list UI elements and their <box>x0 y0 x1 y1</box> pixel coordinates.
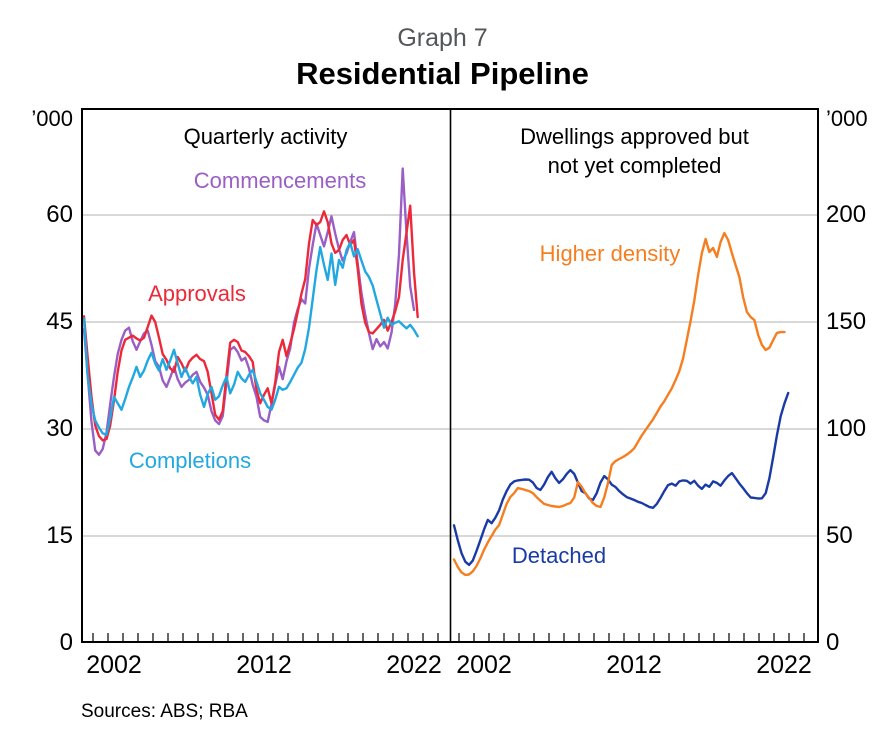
right-axis-tick-0: 0 <box>826 629 840 656</box>
left-axis-tick-15: 15 <box>46 522 73 549</box>
graph-number: Graph 7 <box>397 24 488 52</box>
right-axis-tick-100: 100 <box>826 415 867 442</box>
completions-line <box>82 241 419 436</box>
higher_density-line <box>452 231 786 577</box>
right-axis-tick-150: 150 <box>826 308 867 335</box>
x-label-right-2022: 2022 <box>756 651 812 679</box>
right-axis-tick-50: 50 <box>826 522 853 549</box>
right-axis-unit: ’000 <box>826 106 868 131</box>
left-axis-unit: ’000 <box>31 106 73 131</box>
left-axis-tick-30: 30 <box>46 415 73 442</box>
approvals-line <box>82 204 419 442</box>
x-label-right-2002: 2002 <box>456 651 512 679</box>
plot-frame <box>81 108 819 643</box>
graph-title: Residential Pipeline <box>296 56 589 91</box>
x-label-left-2012: 2012 <box>236 651 292 679</box>
left-axis-tick-0: 0 <box>59 629 73 656</box>
detached-line <box>452 391 790 567</box>
right-axis-tick-200: 200 <box>826 201 867 228</box>
commencements-line <box>82 167 416 456</box>
chart-canvas <box>81 108 819 643</box>
left-axis-tick-60: 60 <box>46 201 73 228</box>
x-label-left-2022: 2022 <box>386 651 442 679</box>
x-label-left-2002: 2002 <box>86 651 142 679</box>
left-axis-tick-45: 45 <box>46 308 73 335</box>
x-label-right-2012: 2012 <box>606 651 662 679</box>
sources-note: Sources: ABS; RBA <box>81 701 248 722</box>
